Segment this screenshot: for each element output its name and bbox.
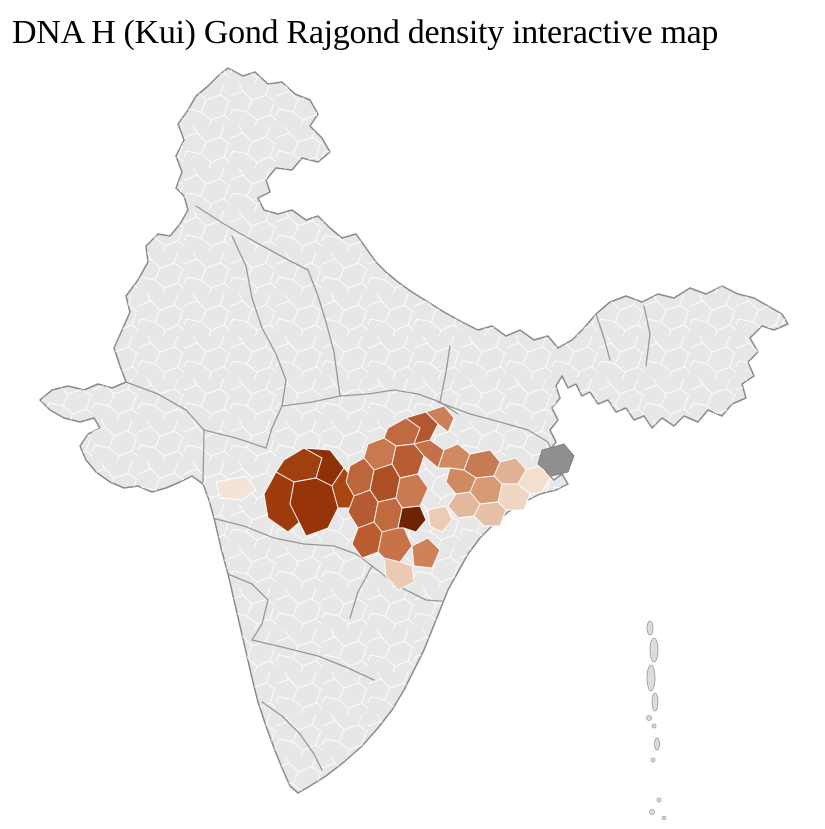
density-districts[interactable] bbox=[215, 405, 551, 591]
island[interactable] bbox=[651, 723, 657, 729]
state-border-line bbox=[437, 401, 549, 443]
density-district[interactable] bbox=[289, 477, 339, 537]
state-border-line bbox=[125, 381, 205, 483]
state-border-line bbox=[439, 345, 451, 403]
density-district[interactable] bbox=[425, 405, 455, 433]
density-district[interactable] bbox=[383, 557, 415, 591]
density-district[interactable] bbox=[411, 537, 441, 569]
island[interactable] bbox=[646, 664, 656, 692]
island[interactable] bbox=[650, 757, 656, 763]
island[interactable] bbox=[649, 637, 659, 663]
state-border-line bbox=[251, 639, 375, 681]
andaman-nicobar-islands[interactable] bbox=[646, 620, 667, 821]
density-district[interactable] bbox=[427, 505, 453, 533]
state-border-line bbox=[595, 313, 611, 361]
state-border-line bbox=[349, 565, 373, 619]
island[interactable] bbox=[649, 809, 655, 815]
state-border-line bbox=[227, 573, 269, 641]
island[interactable] bbox=[651, 692, 659, 712]
density-district[interactable] bbox=[447, 491, 481, 519]
island[interactable] bbox=[646, 620, 654, 636]
state-border-line bbox=[261, 701, 323, 771]
island[interactable] bbox=[654, 737, 660, 751]
island[interactable] bbox=[656, 797, 662, 803]
metro-district[interactable] bbox=[537, 443, 575, 477]
density-district[interactable] bbox=[377, 527, 413, 563]
state-border-line bbox=[231, 235, 287, 449]
island[interactable] bbox=[661, 815, 667, 821]
page-title: DNA H (Kui) Gond Rajgond density interac… bbox=[12, 14, 719, 51]
state-border-line bbox=[643, 305, 651, 367]
state-border-line bbox=[281, 389, 459, 415]
state-border-line bbox=[307, 269, 341, 397]
island[interactable] bbox=[646, 715, 652, 721]
state-border-line bbox=[203, 429, 267, 449]
density-district[interactable] bbox=[215, 475, 257, 501]
state-border-line bbox=[195, 205, 309, 271]
state-border-line bbox=[211, 517, 373, 567]
